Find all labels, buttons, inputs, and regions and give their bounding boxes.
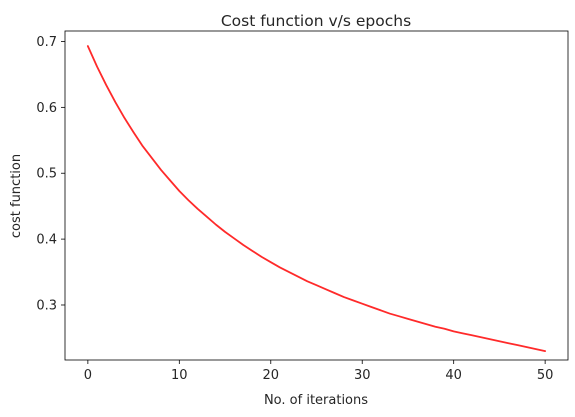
x-axis-label: No. of iterations (264, 393, 368, 408)
x-tick-label: 0 (84, 368, 92, 383)
y-tick-label: 0.6 (36, 101, 57, 116)
x-axis: 0 10 20 30 40 50 (84, 360, 554, 383)
x-tick-label: 50 (537, 368, 554, 383)
y-axis-label: cost function (9, 154, 24, 238)
x-tick-label: 30 (354, 368, 371, 383)
x-tick-label: 40 (445, 368, 462, 383)
y-axis: 0.3 0.4 0.5 0.6 0.7 (36, 35, 65, 313)
x-tick-label: 20 (262, 368, 279, 383)
x-tick-label: 10 (171, 368, 188, 383)
series-line-0 (86, 45, 547, 353)
y-tick-label: 0.5 (36, 167, 57, 182)
plot-frame (64, 30, 569, 361)
y-tick-label: 0.4 (36, 233, 57, 248)
y-tick-label: 0.3 (36, 298, 57, 313)
y-tick-label: 0.7 (36, 35, 57, 50)
chart-title: Cost function v/s epochs (221, 12, 411, 30)
plot-area (86, 45, 547, 353)
